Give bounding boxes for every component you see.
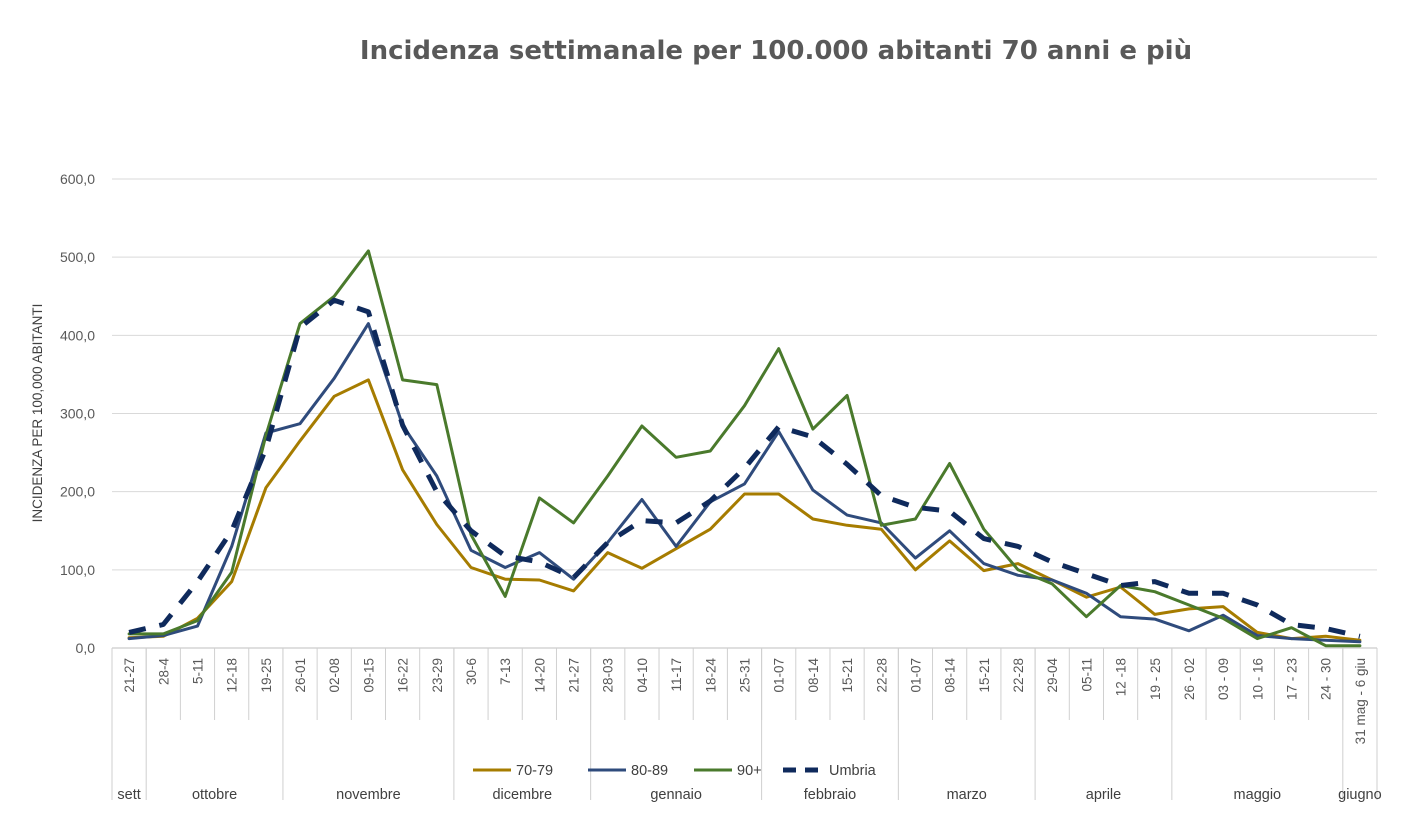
series-line-90- <box>127 249 1362 648</box>
x-tick-label: 18-24 <box>703 658 718 693</box>
month-label: sett <box>117 787 140 803</box>
legend-label: 70-79 <box>516 763 553 779</box>
x-tick-label: 08-14 <box>806 658 821 693</box>
x-tick-label: 04-10 <box>635 658 650 693</box>
series-lines <box>127 249 1362 648</box>
x-tick-label: 30-6 <box>464 658 479 685</box>
series-line-umbria <box>128 297 1361 639</box>
y-tick-label: 0,0 <box>76 640 96 656</box>
x-tick-label: 24 - 30 <box>1319 658 1334 700</box>
x-tick-label: 23-29 <box>430 658 445 693</box>
month-label: novembre <box>336 787 400 803</box>
x-tick-label: 31 mag - 6 giu <box>1353 658 1368 744</box>
x-tick-label: 10 - 16 <box>1250 658 1265 700</box>
x-tick-label: 28-4 <box>156 658 171 686</box>
month-label: dicembre <box>492 787 552 803</box>
x-tick-label: 5-11 <box>190 658 205 684</box>
series-line-70-79 <box>127 378 1362 642</box>
x-tick-label: 15-21 <box>840 658 855 693</box>
x-tick-label: 19 - 25 <box>1148 658 1163 700</box>
x-tick-label: 26 - 02 <box>1182 658 1197 700</box>
month-label: aprile <box>1086 787 1121 803</box>
month-label: giugno <box>1338 787 1382 803</box>
gridlines <box>112 178 1377 649</box>
month-label: marzo <box>947 787 987 803</box>
y-tick-label: 100,0 <box>60 562 95 578</box>
x-tick-label: 26-01 <box>293 658 308 693</box>
y-tick-label: 500,0 <box>60 249 95 265</box>
x-tick-label: 01-07 <box>772 658 787 693</box>
x-tick-label: 22-28 <box>874 658 889 693</box>
y-tick-label: 600,0 <box>60 171 95 187</box>
x-tick-label: 15-21 <box>977 658 992 693</box>
x-tick-label: 12-18 <box>225 658 240 693</box>
x-tick-label: 12 -18 <box>1114 658 1129 696</box>
x-tick-label: 19-25 <box>259 658 274 693</box>
x-tick-label: 21-27 <box>567 658 582 693</box>
x-tick-label: 21-27 <box>122 658 137 693</box>
month-label: maggio <box>1234 787 1282 803</box>
month-label: febbraio <box>804 787 856 803</box>
y-axis-label: INCIDENZA PER 100,000 ABITANTI <box>30 304 45 523</box>
x-tick-label: 05-11 <box>1079 658 1094 692</box>
x-tick-label: 25-31 <box>738 658 753 693</box>
x-tick-label: 08-14 <box>943 658 958 693</box>
x-tick-label: 16-22 <box>396 658 411 693</box>
x-tick-label: 22-28 <box>1011 658 1026 693</box>
month-label: ottobre <box>192 787 237 803</box>
y-tick-label: 400,0 <box>60 327 95 343</box>
x-tick-label: 28-03 <box>601 658 616 693</box>
x-axis: 21-27 28-4 5-11 12-18 19-25 26-01 02-08 09-15 16… <box>111 648 1382 803</box>
legend-label: 90+ <box>737 763 762 779</box>
x-tick-label: 17 - 23 <box>1285 658 1300 700</box>
legend: 70-79 80-89 90+ Umbria <box>473 763 877 779</box>
legend-label: 80-89 <box>631 763 668 779</box>
y-tick-label: 300,0 <box>60 406 95 422</box>
x-tick-label: 03 - 09 <box>1216 658 1231 700</box>
x-tick-label: 01-07 <box>908 658 923 693</box>
y-tick-label: 200,0 <box>60 484 95 500</box>
x-tick-label: 09-15 <box>361 658 376 693</box>
month-label: gennaio <box>650 787 702 803</box>
x-tick-label: 14-20 <box>532 658 547 693</box>
x-tick-label: 11-17 <box>669 658 684 692</box>
legend-label: Umbria <box>829 763 877 779</box>
x-tick-label: 02-08 <box>327 658 342 693</box>
x-tick-label: 29-04 <box>1045 658 1060 693</box>
y-axis-ticks: 0,0 100,0 200,0 300,0 400,0 500,0 600,0 <box>60 171 95 656</box>
x-tick-label: 7-13 <box>498 658 513 685</box>
series-line-80-89 <box>127 322 1362 644</box>
chart-title: Incidenza settimanale per 100.000 abitan… <box>359 36 1193 66</box>
